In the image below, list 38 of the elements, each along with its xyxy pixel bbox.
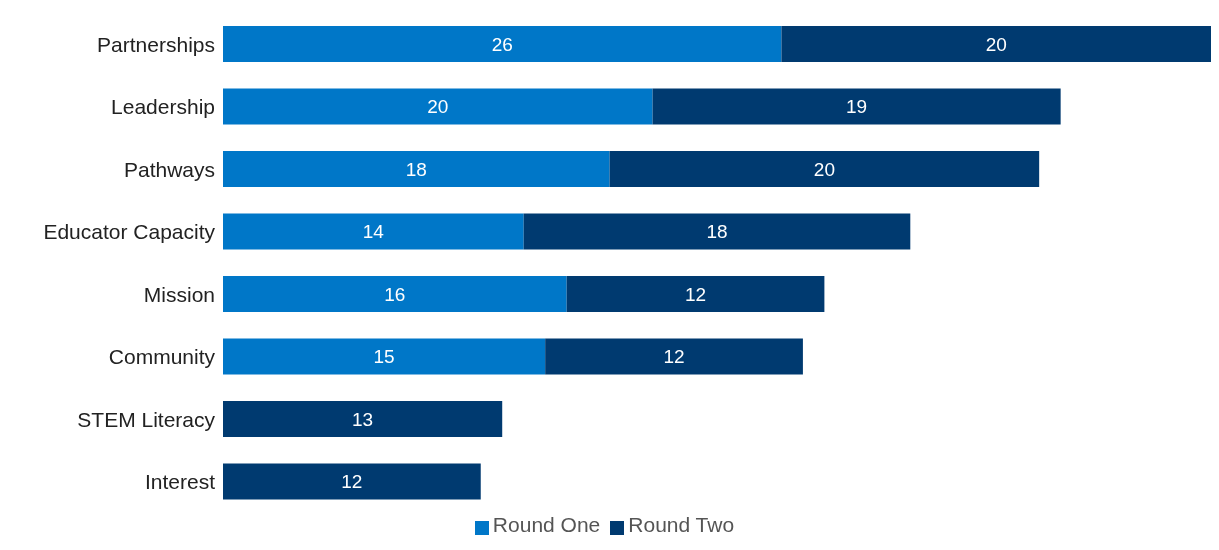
bar (223, 26, 782, 62)
y-tick-label: Community (108, 345, 216, 369)
bar (781, 26, 1211, 62)
y-tick-label: Educator Capacity (43, 220, 216, 244)
bar (223, 401, 503, 437)
data-label: 13 (352, 408, 374, 430)
data-label: 12 (684, 283, 707, 305)
bar (523, 213, 911, 250)
data-label: 12 (663, 346, 685, 368)
data-label: 18 (405, 158, 427, 180)
data-label: 15 (373, 346, 395, 368)
data-label: 12 (341, 471, 363, 493)
y-tick-label: Partnerships (97, 32, 215, 56)
y-tick-label: Pathways (123, 157, 215, 181)
bar (609, 151, 1040, 187)
bar (223, 151, 610, 187)
y-tick-label: Mission (143, 282, 215, 306)
bar (566, 276, 825, 312)
data-label: 19 (846, 96, 868, 118)
data-label: 16 (384, 283, 406, 305)
legend-label: Round Two (628, 513, 735, 536)
legend-label: Round One (492, 513, 601, 536)
bar (545, 338, 803, 375)
bar (223, 276, 567, 312)
bar (223, 463, 481, 500)
data-label: 26 (491, 33, 513, 55)
y-tick-label: Interest (144, 470, 216, 494)
data-label: 20 (813, 158, 835, 180)
bar (652, 88, 1061, 125)
y-tick-label: STEM Literacy (77, 407, 216, 431)
bar (223, 213, 524, 250)
bar (223, 338, 546, 375)
data-label: 18 (706, 221, 728, 243)
bar (223, 88, 653, 125)
y-tick-label: Leadership (111, 95, 215, 119)
data-label: 14 (362, 221, 385, 243)
data-label: 20 (985, 33, 1007, 55)
data-label: 20 (427, 96, 449, 118)
